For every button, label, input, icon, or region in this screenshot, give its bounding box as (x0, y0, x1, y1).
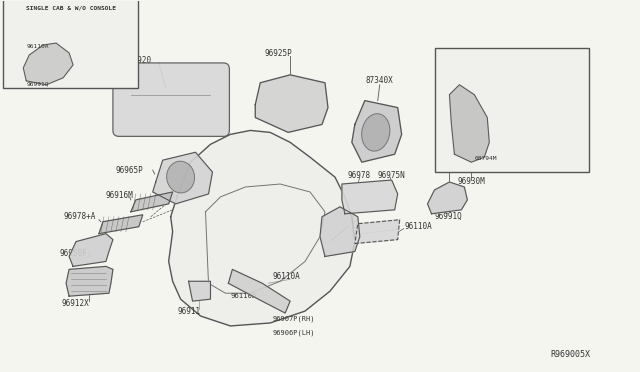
Text: 96920: 96920 (129, 57, 152, 65)
Text: R969005X: R969005X (551, 350, 591, 359)
Text: 96907P(RH): 96907P(RH) (272, 316, 315, 322)
Polygon shape (69, 234, 113, 266)
Polygon shape (131, 192, 173, 212)
Polygon shape (320, 207, 360, 256)
Text: 87340X: 87340X (366, 76, 394, 85)
Bar (3, 0, 138, 88)
Polygon shape (23, 43, 73, 85)
Text: 96916M: 96916M (106, 192, 134, 201)
Polygon shape (342, 180, 397, 214)
Polygon shape (189, 281, 211, 301)
Polygon shape (169, 131, 355, 326)
Text: 96911: 96911 (177, 307, 200, 315)
Text: 68794M: 68794M (474, 156, 497, 161)
FancyBboxPatch shape (113, 63, 229, 137)
Text: 96950F: 96950F (59, 249, 87, 258)
Polygon shape (449, 85, 489, 162)
Polygon shape (66, 266, 113, 296)
Text: 96965P: 96965P (116, 166, 143, 174)
Text: 96991Q: 96991Q (435, 212, 462, 221)
Polygon shape (99, 215, 143, 234)
Polygon shape (355, 220, 399, 244)
Text: 96906P(LH): 96906P(LH) (272, 330, 315, 336)
Polygon shape (255, 75, 328, 132)
Text: 96110A: 96110A (404, 222, 433, 231)
Text: 96975N: 96975N (378, 171, 406, 180)
Polygon shape (153, 152, 212, 204)
Text: 96110D: 96110D (230, 293, 257, 299)
Text: SINGLE CAB & W/O CONSOLE: SINGLE CAB & W/O CONSOLE (26, 5, 116, 10)
Polygon shape (428, 182, 467, 214)
Text: 96110A: 96110A (435, 160, 462, 169)
Ellipse shape (362, 114, 390, 151)
Text: 96110A: 96110A (26, 44, 49, 49)
Bar (435, 48, 589, 172)
Polygon shape (228, 269, 290, 313)
Text: 96912X: 96912X (61, 299, 89, 308)
Ellipse shape (166, 161, 195, 193)
Text: 96930M: 96930M (458, 177, 485, 186)
Text: 96925P: 96925P (264, 48, 292, 58)
Text: 96978: 96978 (348, 171, 371, 180)
Text: 96110A: 96110A (272, 272, 300, 281)
Text: 96991Q: 96991Q (26, 82, 49, 87)
Text: 96978+A: 96978+A (63, 212, 95, 221)
Polygon shape (352, 101, 402, 162)
